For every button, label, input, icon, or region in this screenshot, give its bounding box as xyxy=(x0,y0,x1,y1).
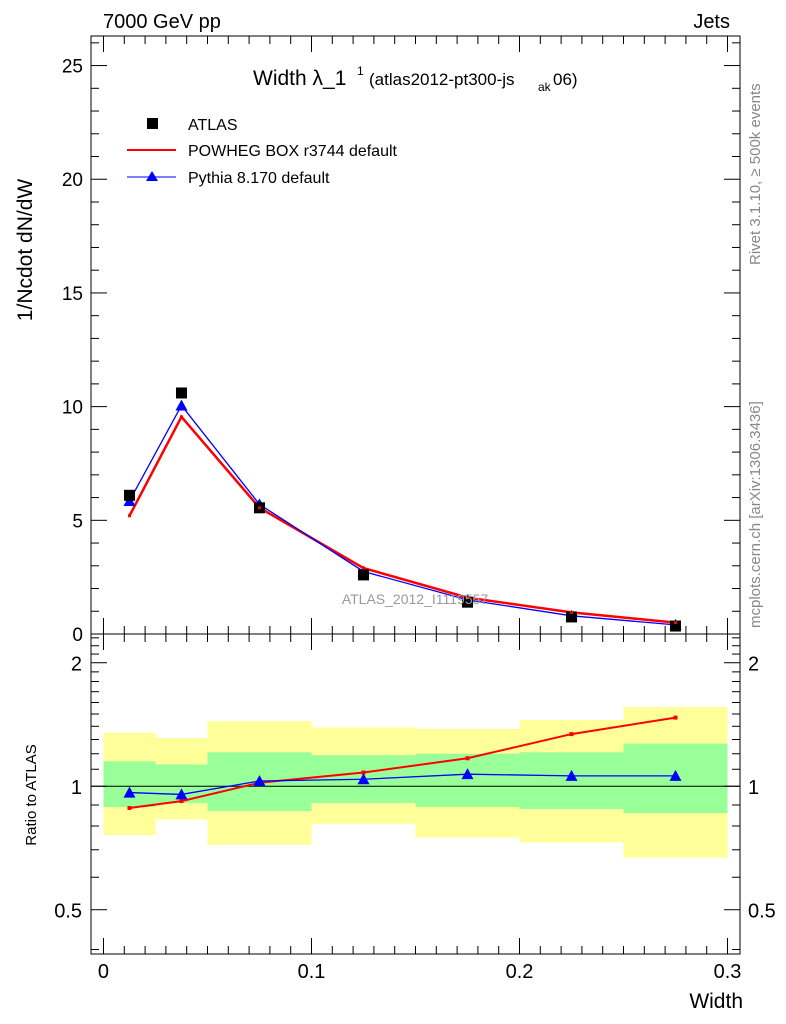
atlas-point xyxy=(566,611,578,623)
powheg-point xyxy=(570,610,574,614)
powheg-ratio-point xyxy=(127,805,132,810)
ratio-xtick-label: 0.3 xyxy=(714,961,742,983)
main-plot-panel: ATLAS_2012_I1119557 0 5 10 15 20 25 1/Ncdot d… xyxy=(14,35,741,646)
powheg-point xyxy=(127,514,131,518)
atlas-point xyxy=(670,620,682,632)
legend-item-powheg: POWHEG BOX r3744 default xyxy=(127,143,398,160)
ratio-xtick-label: 0.2 xyxy=(506,961,534,983)
ratio-ytick-label: 2 xyxy=(71,654,82,676)
legend-powheg-label: POWHEG BOX r3744 default xyxy=(188,143,398,160)
ratio-ytick-label-right: 0.5 xyxy=(748,901,776,923)
atlas-point xyxy=(462,596,474,608)
ratio-ylabel: Ratio to ATLAS xyxy=(23,744,40,845)
legend-item-pythia: Pythia 8.170 default xyxy=(127,170,330,187)
pythia-ratio-point xyxy=(123,786,136,798)
powheg-point xyxy=(361,566,365,570)
main-ytick-label: 10 xyxy=(62,398,83,419)
ratio-ytick-label-right: 1 xyxy=(748,777,759,799)
legend-atlas-marker xyxy=(147,118,158,129)
pythia-ratio-point xyxy=(253,774,266,786)
title-sub: ak xyxy=(538,80,552,94)
pythia-ratio-point xyxy=(565,769,578,781)
legend-pythia-marker xyxy=(146,171,158,181)
powheg-point xyxy=(466,596,470,600)
legend-pythia-label: Pythia 8.170 default xyxy=(188,170,330,187)
atlas-point xyxy=(123,489,135,501)
powheg-point xyxy=(674,621,678,625)
powheg-ratio-point xyxy=(569,732,574,737)
pythia-ratio-point xyxy=(669,769,682,781)
main-ytick-label: 25 xyxy=(62,57,83,78)
ratio-ytick-label: 1 xyxy=(71,777,82,799)
header-right: Jets xyxy=(693,11,730,33)
powheg-ratio-point xyxy=(361,770,366,775)
pythia-point xyxy=(175,399,188,411)
powheg-ratio-point xyxy=(673,715,678,720)
legend-atlas-label: ATLAS xyxy=(188,117,238,134)
powheg-ratio-point xyxy=(179,799,184,804)
plot-title: Width λ_1 1 (atlas2012-pt300-js ak 06) xyxy=(253,64,578,94)
ratio-xtick-label: 0.1 xyxy=(298,961,326,983)
atlas-point xyxy=(357,569,369,581)
header-left: 7000 GeV pp xyxy=(103,11,221,33)
uncertainty-band-inner xyxy=(103,761,156,807)
atlas-point xyxy=(175,387,187,399)
x-axis-label: Width xyxy=(689,990,743,1013)
title-main: Width λ_1 xyxy=(253,67,346,90)
main-ytick-label: 15 xyxy=(62,284,83,305)
ratio-ytick-label-right: 2 xyxy=(748,654,759,676)
pythia-ratio-point xyxy=(175,788,188,800)
mcplots-label: mcplots.cern.ch [arXiv:1306.3436] xyxy=(747,401,764,628)
title-tail: 06) xyxy=(553,70,578,89)
powheg-point xyxy=(179,415,183,419)
powheg-ratio-point xyxy=(465,756,470,761)
uncertainty-band-inner xyxy=(415,753,520,807)
analysis-watermark: ATLAS_2012_I1119557 xyxy=(342,591,489,607)
main-ytick-label: 5 xyxy=(72,511,83,532)
ratio-ytick-label: 0.5 xyxy=(54,901,82,923)
pythia-ratio-point xyxy=(357,773,370,785)
pythia-ratio-point xyxy=(461,768,474,780)
title-paren: (atlas2012-pt300-js xyxy=(369,70,515,89)
main-ylabel: 1/Ncdot dN/dW xyxy=(14,179,37,322)
legend-item-atlas: ATLAS xyxy=(147,117,238,134)
powheg-point xyxy=(257,506,261,510)
legend: ATLAS POWHEG BOX r3744 default Pythia 8.… xyxy=(127,117,398,187)
rivet-label: Rivet 3.1.10, ≥ 500k events xyxy=(747,83,764,265)
main-ytick-label: 0 xyxy=(72,625,83,646)
main-ytick-label: 20 xyxy=(62,170,83,191)
ratio-xtick-label: 0 xyxy=(98,961,109,983)
ratio-plot-panel: 0.5 0.5 1 1 2 2 0 0.1 0.2 0.3 Ratio to ATLAS Wid… xyxy=(23,633,776,1013)
title-sup: 1 xyxy=(357,64,364,78)
